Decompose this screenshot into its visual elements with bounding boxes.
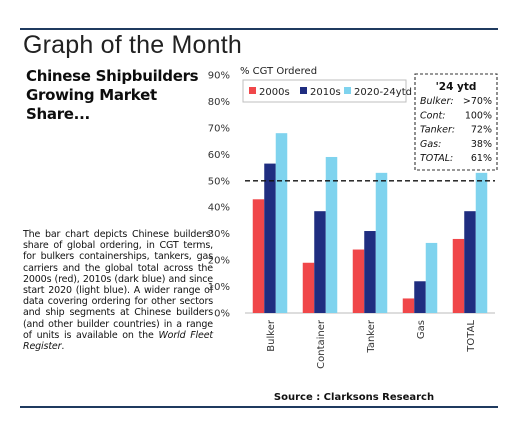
x-tick-label: Bulker — [266, 319, 277, 352]
annotation-title: '24 ytd — [436, 81, 477, 93]
annotation-box — [414, 73, 498, 171]
bar — [275, 133, 288, 313]
y-tick-label: 40% — [208, 203, 230, 214]
bar — [464, 211, 476, 313]
chart-description: The bar chart depicts Chinese builders' … — [23, 229, 213, 352]
y-tick-label: 0% — [214, 309, 230, 320]
bar — [452, 238, 465, 313]
x-tick-label: Container — [316, 319, 327, 369]
legend-label: 2010s — [310, 87, 341, 98]
annotation-value: >70% — [463, 96, 492, 107]
bar — [352, 249, 365, 313]
world-fleet-register-reference: World Fleet Register — [23, 329, 213, 353]
legend-label: 2000s — [259, 87, 290, 98]
y-tick-label: 10% — [208, 282, 230, 293]
y-axis-label: % CGT Ordered — [240, 66, 317, 77]
bar — [364, 231, 376, 313]
bar — [325, 156, 338, 313]
bar — [402, 298, 415, 313]
legend-box — [242, 79, 407, 103]
y-tick-label: 90% — [208, 71, 230, 82]
y-tick-label: 80% — [208, 97, 230, 108]
bar — [314, 211, 326, 313]
y-tick-label: 20% — [208, 256, 230, 267]
bar — [302, 262, 315, 313]
top-rule — [20, 28, 498, 30]
bar — [414, 281, 426, 313]
annotation-label: Bulker: — [420, 96, 454, 107]
annotation-label: Gas: — [420, 139, 441, 150]
subtitle-line: Share... — [26, 105, 90, 123]
subtitle-line: Growing Market — [26, 86, 157, 104]
x-tick-label: Gas — [416, 320, 427, 339]
bottom-rule — [20, 406, 498, 408]
description-end: . — [61, 341, 65, 353]
subtitle-line: Chinese Shipbuilders — [26, 67, 199, 85]
y-tick-label: 50% — [208, 176, 230, 187]
y-tick-label: 60% — [208, 150, 230, 161]
legend-label: 2020-24ytd — [354, 87, 412, 98]
page-title: Graph of the Month — [23, 31, 243, 59]
annotation-label: TOTAL: — [420, 153, 453, 164]
annotation-value: 72% — [471, 125, 492, 136]
subtitle: Chinese Shipbuilders Growing Market Shar… — [26, 67, 202, 124]
legend-swatch — [249, 87, 256, 94]
annotation-label: Tanker: — [420, 125, 455, 136]
legend-swatch — [344, 87, 351, 94]
annotation-label: Cont: — [420, 110, 445, 121]
annotation-value: 38% — [471, 139, 492, 150]
annotation-value: 100% — [465, 110, 492, 121]
bar — [375, 172, 388, 313]
x-tick-label: TOTAL — [466, 320, 477, 353]
bar — [425, 242, 438, 313]
legend-swatch — [300, 87, 307, 94]
x-tick-label: Tanker — [366, 319, 377, 354]
bar — [252, 199, 265, 313]
description-text: The bar chart depicts Chinese builders' … — [23, 229, 213, 341]
y-tick-label: 30% — [208, 229, 230, 240]
bar — [264, 163, 276, 313]
y-tick-label: 70% — [208, 123, 230, 134]
bar — [475, 172, 488, 313]
source-label: Source : Clarksons Research — [274, 392, 434, 403]
annotation-value: 61% — [471, 153, 492, 164]
